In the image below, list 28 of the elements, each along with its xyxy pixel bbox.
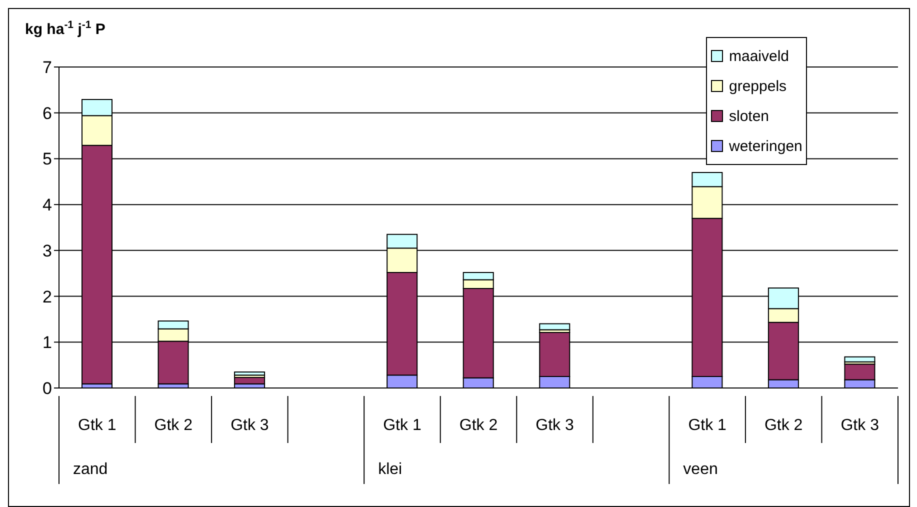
bar [234, 371, 266, 376]
y-axis-title: kg ha$^{-1}$ j$^{-1}$ P [25, 19, 106, 38]
bar [844, 356, 876, 362]
x-tick-label: Gtk 1 [383, 417, 422, 434]
x-tick-label: Gtk 3 [840, 417, 880, 434]
bar [539, 323, 570, 330]
text: zand [73, 461, 108, 478]
legend-label: weteringen [729, 138, 802, 154]
y-tick-label: 4 [42, 196, 52, 215]
x-tick-label: Gtk 2 [764, 417, 803, 434]
legend-label: greppels [729, 78, 787, 94]
legend-label: maaiveld [729, 48, 790, 64]
text: veen [683, 461, 718, 478]
y-tick-label: 2 [42, 287, 52, 306]
x-tick-label: Gtk 1 [688, 417, 727, 434]
x-tick-label: Gtk 1 [78, 417, 116, 434]
y-tick-label: 7 [42, 58, 52, 78]
x-tick-label: Gtk 2 [459, 417, 498, 434]
y-tick-label: 6 [42, 104, 52, 123]
x-tick-label: Gtk 3 [230, 417, 269, 434]
x-tick-label: Gtk 2 [154, 417, 193, 434]
y-tick-label: 3 [42, 241, 52, 260]
x-tick-label: Gtk 3 [536, 417, 574, 434]
y-tick-label: 5 [42, 150, 52, 169]
y-tick-label: 1 [42, 333, 52, 352]
legend-label: sloten [729, 108, 770, 124]
text: klei [378, 461, 402, 478]
y-tick-label: 0 [42, 379, 52, 398]
